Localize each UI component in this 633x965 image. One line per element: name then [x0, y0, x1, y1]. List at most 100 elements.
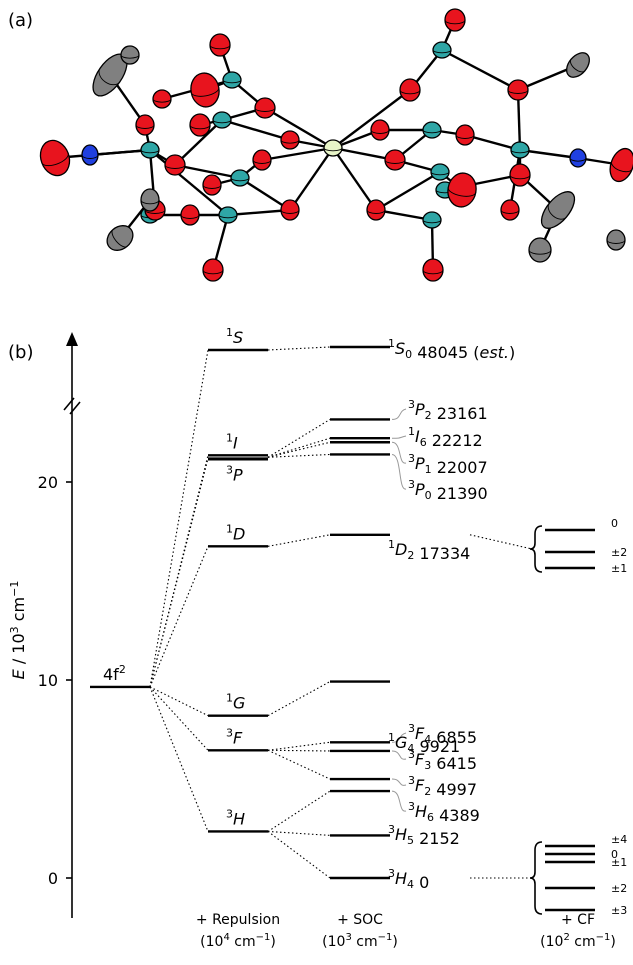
- soc-label-3F4: 3F4 6855: [408, 722, 477, 747]
- tick-label-20: 20: [38, 473, 58, 492]
- cf-3H4-brace: [529, 841, 543, 915]
- term-label-1D: 1D: [226, 522, 245, 543]
- oxygen-atom: [384, 149, 406, 171]
- repulsion-connector: [149, 686, 209, 717]
- label-leader: [391, 778, 407, 786]
- oxygen-atom: [209, 33, 231, 57]
- soc-connector: [267, 453, 331, 458]
- term-label-3H: 3H: [226, 807, 245, 828]
- metal-atom: [430, 163, 450, 181]
- carbon-atom: [120, 45, 140, 65]
- tick-label-0: 0: [48, 869, 58, 888]
- metal-atom: [222, 71, 242, 89]
- soc-label-3H6: 3H6 4389: [408, 800, 480, 825]
- carbon-atom: [528, 237, 552, 263]
- soc-label-3F2: 3F2 4997: [408, 774, 477, 799]
- cf-3H4-label: ±2: [611, 882, 627, 895]
- soc-label-1D2: 1D2 17334: [388, 538, 470, 563]
- repulsion-connector: [149, 349, 209, 688]
- oxygen-atom: [507, 79, 529, 101]
- oxygen-atom: [500, 199, 520, 221]
- molecular-structure: [39, 8, 633, 282]
- column-label: + Repulsion: [196, 912, 280, 928]
- repulsion-connector: [149, 455, 209, 688]
- cf-3H4-label: ±4: [611, 833, 627, 846]
- column-label: + SOC: [337, 912, 383, 928]
- metal-atom: [230, 169, 250, 187]
- cf-1D2-brace: [529, 525, 543, 573]
- soc-connector: [267, 749, 331, 752]
- axis-break-mark: [69, 401, 81, 415]
- oxygen-atom: [152, 89, 172, 109]
- column-unit: (104 cm−1): [200, 932, 276, 950]
- soc-label-3P0: 3P0 21390: [408, 478, 488, 503]
- carbon-atom: [140, 188, 160, 212]
- metal-atom: [432, 41, 452, 59]
- soc-connector: [267, 749, 331, 780]
- metal-atom: [218, 206, 238, 224]
- panel-b-label: (b): [8, 342, 33, 363]
- cf-1D2-connector: [469, 534, 533, 550]
- oxygen-atom: [366, 199, 386, 221]
- cf-1D2-label: 0: [611, 517, 618, 530]
- soc-connector: [267, 437, 331, 458]
- carbon-atom: [106, 225, 134, 251]
- oxygen-atom: [202, 174, 222, 196]
- cf-1D2-label: ±1: [611, 562, 627, 575]
- soc-connector: [267, 441, 331, 458]
- oxygen-atom: [164, 154, 186, 176]
- repulsion-connector: [149, 686, 209, 751]
- soc-connector: [267, 534, 331, 547]
- oxygen-atom: [447, 172, 477, 208]
- cf-3H4-label: ±3: [611, 904, 627, 917]
- tick-label-10: 10: [38, 671, 58, 690]
- label-leader: [391, 453, 407, 490]
- soc-label-3H4: 3H4 0: [388, 867, 429, 892]
- oxygen-atom: [280, 130, 300, 150]
- energy-level-diagram: 0 10 20 E / 103 cm−1 4f2 1S 1I 3P 1D 1G 3F 3H 1S…: [8, 326, 627, 950]
- label-leader: [391, 435, 407, 439]
- label-leader: [391, 732, 407, 743]
- term-label-3P: 3P: [226, 464, 243, 485]
- oxygen-atom: [135, 114, 155, 136]
- column-unit: (103 cm−1): [322, 932, 398, 950]
- oxygen-atom: [455, 124, 475, 146]
- term-label-1S: 1S: [226, 326, 243, 347]
- axis-title: E / 103 cm−1: [8, 581, 28, 680]
- cf-1D2-label: ±2: [611, 546, 627, 559]
- column-unit: (102 cm−1): [540, 932, 616, 950]
- metal-atom: [212, 111, 232, 129]
- panel-a-label: (a): [8, 10, 33, 31]
- soc-connector: [267, 418, 331, 458]
- soc-connector: [267, 681, 331, 717]
- column-label: + CF: [561, 912, 595, 928]
- soc-label-3H5: 3H5 2152: [388, 823, 460, 848]
- repulsion-connector: [149, 686, 209, 832]
- oxygen-atom: [399, 78, 421, 102]
- oxygen-atom: [444, 8, 466, 32]
- oxygen-atom: [252, 149, 272, 171]
- carbon-atom: [566, 52, 590, 78]
- oxygen-atom: [189, 113, 211, 137]
- oxygen-atom: [509, 163, 531, 187]
- soc-connector: [267, 790, 331, 832]
- axis-arrow-icon: [66, 332, 78, 346]
- nitrogen-atom: [569, 148, 587, 168]
- soc-connector: [267, 830, 331, 836]
- label-leader: [391, 790, 407, 812]
- metal-atom: [140, 141, 160, 159]
- soc-label-1G4: 1G4 9921: [388, 731, 460, 756]
- label-leader: [391, 408, 407, 420]
- oxygen-atom: [202, 258, 224, 282]
- center-atom: [323, 139, 343, 157]
- oxygen-atom: [422, 258, 444, 282]
- soc-label-3F3: 3F3 6415: [408, 748, 477, 773]
- oxygen-atom: [190, 72, 220, 108]
- oxygen-atom: [180, 204, 200, 226]
- soc-connector: [267, 346, 331, 351]
- oxygen-atom: [609, 147, 633, 183]
- oxygen-atom: [280, 199, 300, 221]
- oxygen-atom: [370, 119, 390, 141]
- soc-label-3P2: 3P2 23161: [408, 398, 488, 423]
